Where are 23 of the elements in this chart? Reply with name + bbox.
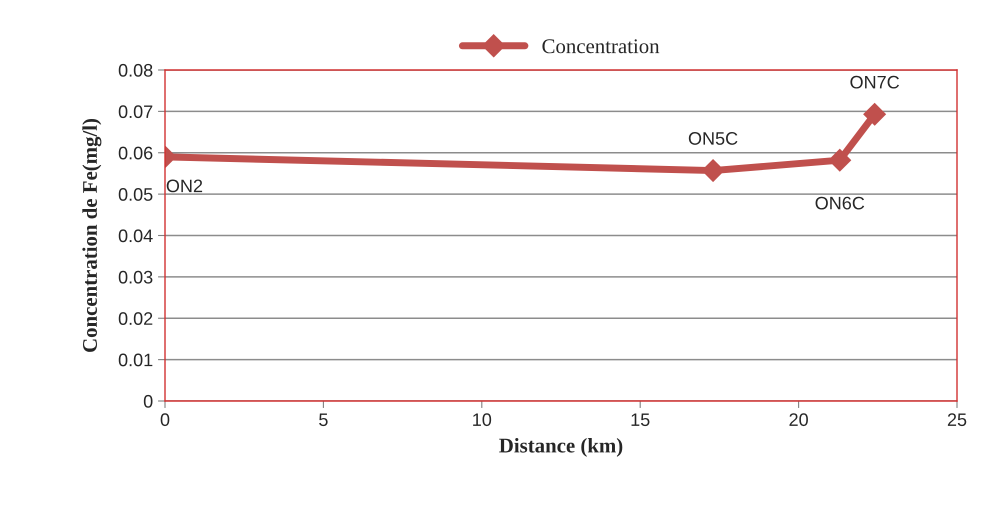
y-tick-label: 0.05	[118, 188, 152, 201]
y-tick-label: 0.03	[118, 270, 152, 284]
y-axis-title: Concentration de Fe(mg/l)	[82, 118, 102, 352]
y-tick-label: 0.07	[118, 105, 152, 118]
x-tick-label: 15	[632, 413, 650, 426]
annotation: ON6C	[816, 196, 864, 210]
y-tick-label: 0.08	[118, 64, 152, 77]
y-tick-label: 0.01	[118, 354, 152, 366]
x-axis-title: Distance (km)	[499, 438, 622, 457]
annotation: ON5C	[688, 132, 738, 145]
legend-label: Concentration	[542, 39, 660, 54]
y-tick-label: 0.04	[118, 229, 153, 242]
x-tick-label: 25	[948, 413, 966, 426]
y-tick-label: 0	[144, 394, 152, 408]
y-tick-label: 0.02	[118, 312, 152, 325]
x-tick-label: 10	[473, 413, 492, 426]
annotation: ON7C	[850, 76, 900, 89]
annotation: ON2	[166, 180, 202, 192]
y-tick-label: 0.06	[118, 146, 152, 160]
x-tick-label: 5	[319, 413, 328, 426]
x-tick-label: 20	[789, 413, 808, 426]
x-tick-label: 0	[160, 413, 170, 426]
point	[863, 102, 886, 126]
